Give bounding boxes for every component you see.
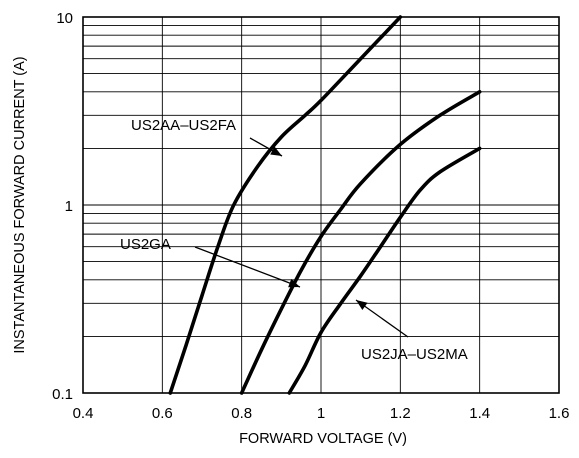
series-curve-2 [239, 90, 482, 395]
x-tick-label: 0.4 [73, 405, 94, 422]
x-tick-label: 1.6 [549, 405, 570, 422]
series-curve-1 [168, 15, 403, 395]
curve-label-3: US2JA–US2MA [361, 346, 468, 363]
curve-label-2: US2GA [120, 236, 171, 253]
tick-labels: 0.4 0.6 0.8 1 1.2 1.4 1.6 0.1 1 10 [52, 10, 569, 422]
leader-line-2 [194, 246, 301, 288]
arrowhead-3 [356, 300, 368, 311]
series-curve-3 [287, 146, 482, 395]
y-tick-label: 0.1 [52, 386, 73, 403]
y-axis-title: INSTANTANEOUS FORWARD CURRENT (A) [12, 56, 28, 353]
arrowhead-1 [270, 146, 282, 156]
arrowhead-2 [288, 278, 300, 288]
plot-frame [82, 16, 560, 394]
x-tick-label: 0.8 [231, 405, 252, 422]
series-curves [168, 15, 482, 395]
y-tick-label: 10 [56, 10, 73, 27]
curve-label-1: US2AA–US2FA [131, 117, 236, 134]
x-tick-label: 1 [317, 405, 325, 422]
x-tick-label: 0.6 [152, 405, 173, 422]
y-tick-label: 1 [65, 198, 73, 215]
x-tick-label: 1.2 [390, 405, 411, 422]
annotations: US2AA–US2FA US2GA US2JA–US2MA [120, 117, 468, 363]
x-axis-title: FORWARD VOLTAGE (V) [239, 431, 407, 447]
x-tick-label: 1.4 [469, 405, 490, 422]
grid-lines [83, 17, 559, 393]
